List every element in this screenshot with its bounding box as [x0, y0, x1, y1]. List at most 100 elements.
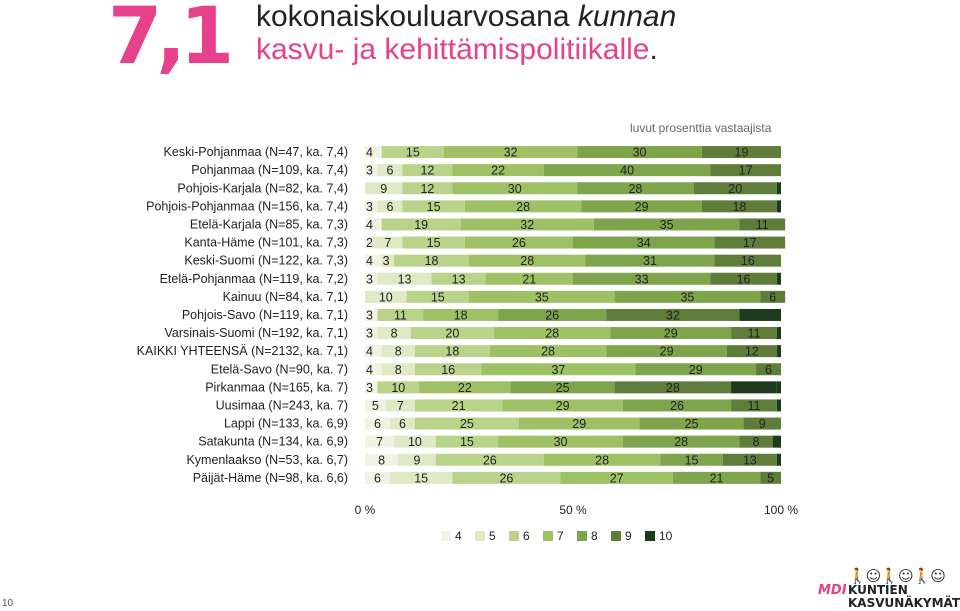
- data-label: 4: [366, 146, 373, 160]
- bar-segment: [489, 345, 607, 358]
- x-tick-label: 100 %: [764, 503, 798, 517]
- category-label: Keski-Pohjanmaa (N=47, ka. 7,4): [164, 145, 348, 159]
- data-label: 20: [728, 182, 742, 196]
- bar-segment: [731, 399, 777, 412]
- bar-segment: [398, 453, 436, 466]
- bar-segment: [610, 327, 732, 340]
- bar-segment: [726, 345, 777, 358]
- data-label: 34: [637, 236, 651, 250]
- bar-segment: [444, 146, 578, 159]
- bar-segment: [635, 363, 757, 376]
- legend-swatch: [543, 531, 553, 541]
- data-label: 25: [460, 417, 474, 431]
- data-label: 10: [408, 435, 422, 449]
- data-label: 22: [458, 381, 472, 395]
- bar-segment: [381, 345, 415, 358]
- data-label: 8: [391, 327, 398, 341]
- bar-segment: [365, 435, 395, 448]
- bar-segment: [502, 399, 623, 412]
- bar-segment: [385, 399, 415, 412]
- category-label: Päijät-Häme (N=98, ka. 6,6): [193, 471, 348, 485]
- data-label: 15: [427, 236, 441, 250]
- bar-segment: [469, 290, 615, 303]
- bar-segment: [739, 308, 781, 321]
- category-label: Pohjois-Pohjanmaa (N=156, ka. 7,4): [146, 199, 348, 213]
- legend-label: 5: [489, 529, 496, 543]
- bar-segment: [452, 182, 578, 195]
- category-label: Kanta-Häme (N=101, ka. 7,3): [184, 236, 348, 250]
- chart-note: luvut prosenttia vastaajista: [630, 121, 772, 135]
- data-label: 15: [685, 453, 699, 467]
- category-label: Pohjois-Karjala (N=82, ka. 7,4): [177, 181, 348, 195]
- data-label: 30: [554, 435, 568, 449]
- bar-segment: [423, 308, 499, 321]
- bar-segment: [377, 308, 424, 321]
- bar-segment: [365, 381, 378, 394]
- x-tick-label: 0 %: [355, 503, 376, 517]
- data-label: 13: [398, 272, 412, 286]
- bar-segment: [710, 272, 777, 285]
- logo-name-line2: KASVUNÄKYMÄT: [848, 596, 960, 610]
- data-label: 6: [374, 417, 381, 431]
- category-label: Etelä-Savo (N=90, ka. 7): [211, 362, 348, 376]
- bar-segment: [414, 399, 503, 412]
- data-label: 7: [376, 435, 383, 449]
- data-label: 30: [508, 182, 522, 196]
- legend-swatch: [577, 531, 587, 541]
- data-label: 25: [685, 417, 699, 431]
- bar-segment: [402, 182, 453, 195]
- data-label: 29: [660, 345, 674, 359]
- bar-segment: [365, 399, 386, 412]
- average-score: 7,1: [108, 0, 234, 82]
- data-label: 6: [386, 164, 393, 178]
- legend-label: 6: [523, 529, 530, 543]
- data-label: 16: [741, 254, 755, 268]
- data-label: 3: [366, 272, 373, 286]
- bar-segment: [402, 236, 465, 249]
- data-label: 18: [425, 254, 439, 268]
- data-label: 21: [522, 272, 536, 286]
- data-label: 28: [666, 381, 680, 395]
- bar-segment: [606, 308, 740, 321]
- data-label: 32: [504, 146, 518, 160]
- data-label: 2: [366, 236, 373, 250]
- data-label: 35: [535, 290, 549, 304]
- bar-segment: [414, 345, 490, 358]
- data-label: 26: [545, 308, 559, 322]
- mdi-logo: 🚶☺🚶☺🚶☺ MDI KUNTIEN KASVUNÄKYMÄT: [818, 565, 960, 611]
- data-label: 4: [366, 345, 373, 359]
- data-label: 3: [366, 164, 373, 178]
- data-label: 15: [414, 471, 428, 485]
- bar-segment: [622, 399, 732, 412]
- bar-segment: [498, 435, 623, 448]
- bar-segment: [365, 146, 382, 159]
- data-label: 28: [674, 435, 688, 449]
- bar-segment: [410, 327, 494, 340]
- data-label: 29: [689, 363, 703, 377]
- bar-segment: [365, 182, 403, 195]
- data-label: 13: [452, 272, 466, 286]
- data-label: 6: [386, 200, 393, 214]
- title-emphasis: kunnan: [577, 0, 677, 33]
- data-label: 26: [499, 471, 513, 485]
- bar-segment: [365, 417, 390, 430]
- title-period: .: [649, 33, 658, 66]
- data-label: 27: [610, 471, 624, 485]
- category-label: Lappi (N=133, ka. 6,9): [224, 417, 348, 431]
- data-label: 26: [483, 453, 497, 467]
- bar-segment-remainder: [776, 327, 781, 340]
- bar-segment: [460, 218, 594, 231]
- data-label: 26: [512, 236, 526, 250]
- bar-segment: [518, 417, 640, 430]
- data-label: 19: [414, 218, 428, 232]
- bar-segment: [493, 327, 611, 340]
- data-label: 8: [395, 345, 402, 359]
- title-text: kokonaiskouluarvosana: [256, 0, 578, 33]
- logo-figures-icon: 🚶☺🚶☺🚶☺: [848, 567, 946, 585]
- bar-segment-remainder: [772, 435, 781, 448]
- data-label: 28: [595, 453, 609, 467]
- bar-segment: [739, 218, 786, 231]
- data-label: 16: [441, 363, 455, 377]
- data-label: 8: [753, 435, 760, 449]
- data-label: 13: [743, 453, 757, 467]
